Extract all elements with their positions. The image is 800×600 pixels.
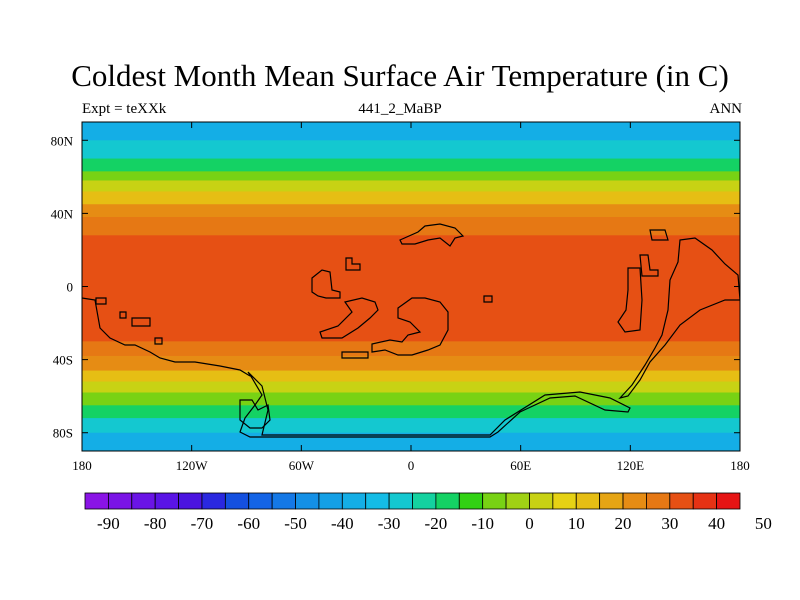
y-tick-label: 80N [51,133,74,148]
x-tick-label: 180 [72,458,92,473]
colorbar-swatch [224,492,250,510]
temperature-band-16 [82,432,740,451]
colorbar-swatch [669,492,694,510]
colorbar-swatch [131,492,156,510]
colorbar-swatch [646,492,671,510]
temperature-band-4 [82,180,740,192]
period-label: 441_2_MaBP [358,101,442,117]
temperature-field [82,122,740,451]
temperature-band-10 [82,355,740,372]
colorbar-swatch [505,492,530,510]
colorbar-swatch [458,492,484,510]
colorbar-swatch [248,492,273,510]
colorbar-label: -40 [331,514,354,533]
colorbar-swatch [318,492,343,510]
temperature-band-13 [82,392,740,406]
colorbar: -90 -80 -70 -60 -50 -40 -30 -20 -10 0 10 20 30 40 50 [84,492,772,533]
colorbar-swatch [716,492,741,510]
colorbar-label: -50 [284,514,307,533]
temperature-band-9 [82,341,740,357]
coast-east-strip [617,267,643,333]
colorbar-swatch [552,492,577,510]
colorbar-label: -20 [425,514,448,533]
temperature-band-6 [82,204,740,218]
coast-east-isle-b [639,254,659,277]
colorbar-swatch [271,492,296,510]
colorbar-label: 30 [661,514,678,533]
temperature-band-12 [82,381,740,394]
colorbar-swatch [482,492,507,510]
temperature-band-8 [82,235,740,342]
temperature-band-5 [82,191,740,205]
coast-south-island [239,399,271,429]
coast-isle-b [341,351,369,359]
temperature-band-1 [82,140,740,160]
colorbar-swatch [365,492,390,510]
temperature-band-7 [82,217,740,236]
colorbar-swatch [201,492,226,510]
coast-mid-continent-c [371,297,449,356]
experiment-label: Expt = teXXk [82,101,167,117]
colorbar-label: -80 [144,514,167,533]
coast-isle-a [345,257,361,271]
y-tick-label: 40N [51,206,74,221]
colorbar-label: 50 [755,514,772,533]
coast-small-block-3 [95,297,107,305]
colorbar-swatch [84,492,109,510]
colorbar-label: 20 [615,514,632,533]
season-label: ANN [709,101,743,117]
coast-east-continent [618,237,740,400]
colorbar-swatch [575,492,601,510]
axes: 180 120W 60W 0 60E 120E 180 80N 40N 0 40S 80S [51,122,750,473]
coast-south-america-outline [82,297,251,377]
colorbar-swatch [599,492,624,510]
colorbar-label: 0 [525,514,534,533]
colorbar-swatch [178,492,203,510]
colorbar-label: -90 [97,514,120,533]
coast-east-isle-a [649,229,669,241]
colorbar-label: 10 [568,514,585,533]
coast-mid-continent-b [319,297,379,339]
x-tick-label: 120E [617,458,645,473]
x-tick-label: 60E [510,458,531,473]
colorbar-label: -10 [471,514,494,533]
y-tick-label: 80S [53,426,73,441]
temperature-band-2 [82,158,740,172]
temperature-band-11 [82,370,740,383]
x-tick-label: 180 [730,458,750,473]
colorbar-swatch [107,492,133,510]
y-tick-label: 40S [53,353,73,368]
coast-small-block-2 [119,311,127,319]
coast-isle-c [483,295,493,303]
temperature-band-3 [82,171,740,181]
x-tick-label: 0 [408,458,415,473]
colorbar-swatch [341,492,367,510]
colorbar-swatch [692,492,718,510]
colorbar-swatch [154,492,179,510]
colorbar-swatch [412,492,437,510]
colorbar-swatch [529,492,554,510]
coast-small-block-1 [131,317,151,327]
colorbar-label: -30 [378,514,401,533]
map-title: Coldest Month Mean Surface Air Temperatu… [71,58,729,93]
colorbar-swatch [388,492,413,510]
colorbar-swatch [622,492,647,510]
y-tick-label: 0 [67,280,74,295]
colorbar-swatch [435,492,460,510]
temperature-band-0 [82,122,740,141]
colorbar-label: 40 [708,514,725,533]
colorbar-swatch [295,492,320,510]
coast-north-continent [399,223,465,247]
colorbar-label: -60 [237,514,260,533]
coastlines [82,223,740,438]
coast-antarctica [239,371,631,438]
x-tick-label: 120W [176,458,209,473]
temperature-band-14 [82,405,740,419]
x-tick-label: 60W [289,458,315,473]
coast-small-block-4 [154,337,163,345]
coast-mid-continent-a [311,269,341,299]
colorbar-label: -70 [191,514,214,533]
temperature-band-15 [82,418,740,434]
